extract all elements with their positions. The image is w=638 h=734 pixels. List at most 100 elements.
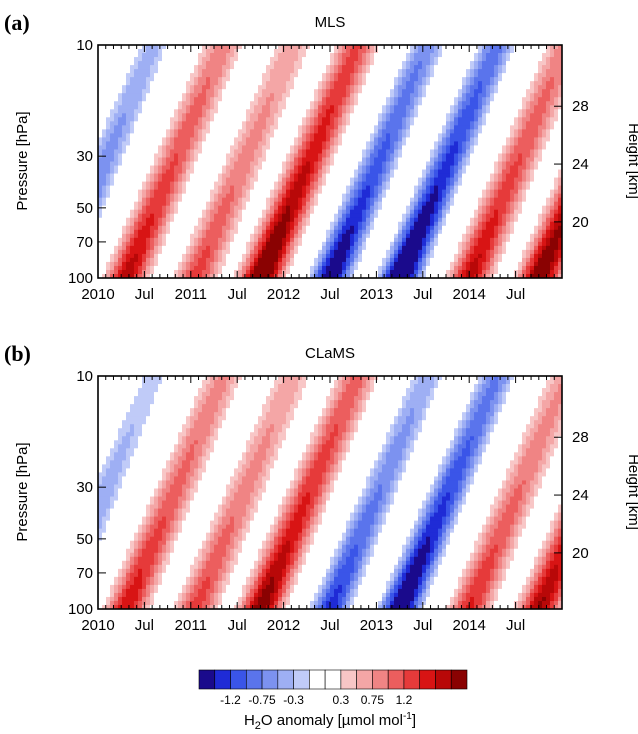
heatmap-cell [194,157,199,163]
heatmap-cell [190,161,195,167]
heatmap-cell [402,237,407,243]
heatmap-cell [386,157,391,163]
heatmap-cell [398,61,403,66]
heatmap-cell [106,261,111,267]
heatmap-cell [158,197,163,203]
heatmap-cell [318,197,323,203]
heatmap-cell [134,245,139,251]
heatmap-cell [414,201,419,207]
heatmap-cell [154,125,159,130]
heatmap-cell [386,261,391,267]
heatmap-cell [178,45,183,50]
heatmap-cell [406,197,411,203]
heatmap-cell [202,125,207,130]
heatmap-cell [170,233,175,239]
heatmap-cell [430,49,435,54]
panel-a-title: MLS [315,14,346,31]
heatmap-cell [402,269,407,275]
heatmap-cell [262,265,267,271]
heatmap-cell [406,209,411,215]
heatmap-cell [270,217,275,223]
heatmap-cell [222,125,227,130]
heatmap-cell [386,153,391,159]
heatmap-cell [350,149,355,155]
heatmap-cell [178,221,183,227]
heatmap-cell [114,93,119,98]
heatmap-cell [306,237,311,243]
heatmap-cell [378,257,383,263]
heatmap-cell [218,221,223,227]
heatmap-cell [434,61,439,66]
heatmap-cell [438,153,443,159]
heatmap-cell [366,169,371,175]
heatmap-cell [254,89,259,94]
heatmap-cell [298,245,303,251]
heatmap-cell [278,201,283,207]
heatmap-cell [154,169,159,175]
heatmap-cell [314,209,319,215]
heatmap-cell [122,53,127,58]
heatmap-cell [250,177,255,183]
heatmap-cell [350,53,355,58]
heatmap-cell [282,169,287,175]
heatmap-cell [102,169,107,175]
heatmap-cell [314,217,319,223]
heatmap-cell [250,181,255,187]
heatmap-cell [158,241,163,247]
heatmap-cell [390,229,395,235]
heatmap-cell [210,77,215,82]
heatmap-cell [342,233,347,239]
heatmap-cell [358,77,363,82]
heatmap-cell [190,173,195,179]
heatmap-cell [434,241,439,247]
heatmap-cell [318,237,323,243]
heatmap-cell [122,169,127,175]
heatmap-cell [398,237,403,243]
heatmap-cell [98,217,103,223]
heatmap-cell [314,125,319,130]
heatmap-cell [190,217,195,223]
heatmap-cell [118,69,123,74]
heatmap-cell [306,173,311,179]
heatmap-cell [434,261,439,267]
heatmap-cell [342,197,347,203]
heatmap-cell [198,273,203,278]
heatmap-cell [118,153,123,159]
heatmap-cell [414,181,419,187]
heatmap-cell [106,265,111,271]
heatmap-cell [362,269,367,275]
heatmap-cell [238,69,243,74]
heatmap-cell [226,133,231,138]
heatmap-cell [198,149,203,155]
heatmap-cell [158,249,163,255]
heatmap-cell [146,177,151,183]
heatmap-cell [134,209,139,215]
heatmap-cell [98,257,103,263]
heatmap-cell [346,53,351,58]
heatmap-cell [306,125,311,130]
heatmap-cell [398,141,403,147]
heatmap-cell [326,213,331,219]
heatmap-cell [394,137,399,143]
heatmap-cell [234,233,239,239]
heatmap-cell [342,133,347,138]
heatmap-cell [274,89,279,94]
heatmap-cell [382,221,387,227]
heatmap-cell [218,209,223,215]
heatmap-cell [322,145,327,151]
heatmap-cell [206,121,211,126]
heatmap-cell [150,169,155,175]
heatmap-cell [362,161,367,167]
heatmap-cell [250,149,255,155]
heatmap-cell [418,241,423,247]
heatmap-cell [238,125,243,130]
heatmap-cell [434,69,439,74]
heatmap-cell [430,53,435,58]
heatmap-cell [150,113,155,118]
heatmap-cell [106,157,111,163]
heatmap-cell [378,141,383,147]
heatmap-cell [190,245,195,251]
heatmap-cell [358,105,363,110]
heatmap-cell [118,105,123,110]
heatmap-cell [186,69,191,74]
